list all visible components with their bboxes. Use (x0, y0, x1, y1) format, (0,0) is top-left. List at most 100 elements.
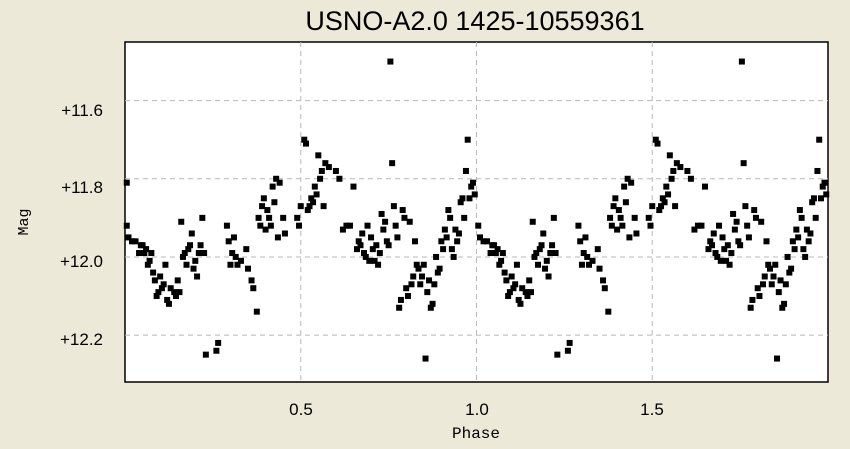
data-point (178, 218, 185, 225)
data-point (754, 285, 761, 292)
data-point (494, 246, 501, 253)
data-point (649, 203, 656, 210)
data-point (666, 152, 673, 159)
data-point (600, 277, 607, 284)
data-point (413, 261, 420, 268)
data-point (383, 238, 390, 245)
data-point (255, 214, 262, 221)
data-point (187, 242, 194, 249)
data-point (243, 246, 250, 253)
data-point (585, 261, 592, 268)
data-point (788, 265, 795, 272)
chart-title: USNO-A2.0 1425-10559361 (305, 6, 644, 36)
data-point (677, 164, 684, 171)
data-point (624, 175, 631, 182)
data-point (464, 136, 471, 143)
data-point (531, 253, 538, 260)
data-point (123, 179, 130, 186)
data-point (659, 195, 666, 202)
data-point (190, 265, 197, 272)
data-point (519, 285, 526, 292)
data-point (728, 250, 735, 257)
data-point (269, 183, 276, 190)
data-point (213, 347, 220, 354)
data-point (201, 250, 208, 257)
data-point (364, 222, 371, 229)
data-point (737, 242, 744, 249)
x-axis-ticks: 0.5 1.0 1.5 (289, 400, 664, 419)
data-point (248, 277, 255, 284)
data-point (508, 273, 515, 280)
data-point (387, 58, 394, 65)
data-point (357, 242, 364, 249)
data-point (821, 179, 828, 186)
data-point (652, 136, 659, 143)
data-point (160, 281, 167, 288)
data-point (303, 140, 310, 147)
data-points (123, 58, 830, 362)
data-point (129, 238, 136, 245)
data-point (466, 195, 473, 202)
data-point (714, 253, 721, 260)
data-point (361, 250, 368, 257)
data-point (230, 234, 237, 241)
data-point (498, 257, 505, 264)
data-point (654, 140, 661, 147)
data-point (621, 183, 628, 190)
data-point (584, 253, 591, 260)
data-point (619, 222, 626, 229)
data-point (577, 238, 584, 245)
data-point (308, 195, 315, 202)
data-point (705, 246, 712, 253)
data-point (215, 339, 222, 346)
data-point (411, 238, 418, 245)
data-point (179, 253, 186, 260)
data-point (731, 226, 738, 233)
data-point (260, 195, 267, 202)
data-point (542, 265, 549, 272)
data-point (665, 191, 672, 198)
data-point (663, 183, 670, 190)
data-point (304, 207, 311, 214)
data-point (782, 281, 789, 288)
data-point (415, 265, 422, 272)
data-point (301, 136, 308, 143)
data-point (656, 207, 663, 214)
data-point (484, 238, 491, 245)
data-point (322, 160, 329, 167)
data-point (712, 250, 719, 257)
data-point (259, 203, 266, 210)
data-point (575, 222, 582, 229)
data-point (332, 167, 339, 174)
data-point (396, 304, 403, 311)
data-point (765, 261, 772, 268)
data-point (132, 238, 139, 245)
data-point (325, 164, 332, 171)
data-point (167, 285, 174, 292)
data-point (225, 238, 232, 245)
data-point (670, 167, 677, 174)
data-point (767, 265, 774, 272)
data-point (232, 253, 239, 260)
data-point (245, 265, 252, 272)
data-point (369, 246, 376, 253)
data-point (582, 234, 589, 241)
data-point (125, 234, 132, 241)
data-point (768, 281, 775, 288)
data-point (723, 257, 730, 264)
data-point (281, 230, 288, 237)
data-point (777, 277, 784, 284)
data-point (223, 222, 230, 229)
data-point (165, 300, 172, 307)
data-point (547, 250, 554, 257)
data-point (253, 308, 260, 315)
data-point (770, 273, 777, 280)
data-point (441, 226, 448, 233)
grid-lines (125, 42, 828, 382)
data-point (469, 179, 476, 186)
data-point (306, 203, 313, 210)
data-point (802, 253, 809, 260)
data-point (538, 242, 545, 249)
data-point (549, 242, 556, 249)
data-point (392, 222, 399, 229)
